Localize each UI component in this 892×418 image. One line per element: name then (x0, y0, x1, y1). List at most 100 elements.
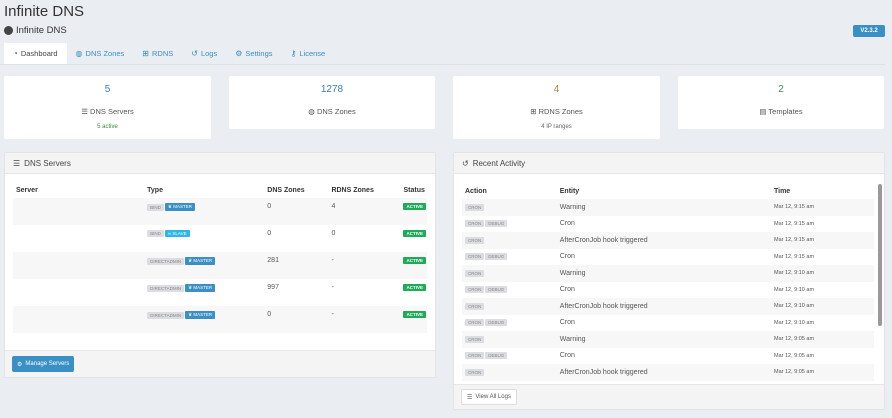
gear-icon: ⚙ (17, 361, 23, 368)
entity: Cron (559, 319, 575, 327)
tab-label: Settings (245, 49, 273, 58)
type-badge: DIRECTADMIN (147, 257, 185, 265)
sitemap-icon: ⊞ (530, 107, 537, 116)
table-row: DIRECTADMIN ♛ MASTER 0- ACTIVE (13, 306, 427, 333)
nav-tabs: ◔ Dashboard ◍ DNS Zones ⊞ RDNS ↺ Logs ⚙ Settings ⚷… (0, 43, 885, 65)
column-header: DNS Zones (267, 186, 305, 194)
list-icon: ☰ (467, 394, 473, 401)
time: Mar 12, 9:05 am (773, 352, 815, 359)
tab-logs[interactable]: ↺ Logs (182, 43, 226, 64)
gear-icon: ⚙ (235, 49, 243, 58)
action-tag: CRON (465, 335, 485, 343)
stat-card: 1278 ◍ DNS Zones (229, 76, 435, 129)
server-name[interactable] (13, 225, 144, 252)
panel-title: Recent Activity (472, 158, 526, 168)
version-badge: V2.3.2 (853, 25, 885, 37)
sitemap-icon: ⊞ (142, 49, 149, 58)
tab-dns-zones[interactable]: ◍ DNS Zones (67, 43, 134, 64)
status: ACTIVE (400, 198, 427, 225)
time: Mar 12, 9:10 am (773, 303, 815, 310)
view-all-logs-button[interactable]: ☰ View All Logs (461, 389, 517, 405)
activity-scroll-area[interactable]: Action Entity Time CRON Warning Mar 12, 9:15… (454, 175, 884, 386)
app-title: Infinite DNS (4, 3, 85, 20)
time: Mar 12, 9:15 am (773, 204, 815, 211)
table-row: BIND ∞ SLAVE 0 0 ACTIVE (13, 225, 427, 252)
panel-header: ↺ Recent Activity (454, 153, 884, 174)
column-header: Entity (559, 187, 580, 195)
entity: AfterCronJob hook triggered (559, 302, 648, 310)
table-row: CRON Warning Mar 12, 9:05 am (462, 331, 874, 348)
server-name[interactable] (13, 252, 144, 279)
server-name[interactable] (13, 198, 144, 225)
tab-dashboard[interactable]: ◔ Dashboard (4, 43, 67, 64)
status: ACTIVE (400, 252, 427, 279)
action-tag: DEBUG (485, 352, 508, 360)
column-header: Time (773, 187, 791, 195)
column-header: Action (465, 187, 487, 195)
action: CRON (462, 199, 557, 216)
tab-label: DNS Zones (85, 49, 125, 58)
tab-settings[interactable]: ⚙ Settings (226, 43, 281, 64)
dns-zones-count: 0 (267, 203, 272, 210)
action: CRON (462, 265, 557, 282)
dns-zones-count: 281 (267, 257, 279, 264)
role-badge: ♛ MASTER (185, 257, 216, 265)
scrollbar-thumb[interactable] (878, 184, 882, 326)
action-tag: CRON (465, 236, 485, 244)
column-header: Type (147, 186, 163, 194)
type-badge: BIND (147, 203, 164, 211)
action-tag: DEBUG (485, 319, 508, 327)
status-badge: ACTIVE (403, 311, 426, 318)
role-text: MASTER (193, 258, 213, 263)
table-row: CRON AfterCronJob hook triggered Mar 12, 9… (462, 298, 874, 315)
key-icon: ⚷ (290, 49, 297, 58)
entity: Warning (559, 335, 586, 343)
time: Mar 12, 9:10 am (773, 270, 815, 277)
status: ACTIVE (400, 279, 427, 306)
action-tag: CRON (465, 352, 485, 360)
column-header: RDNS Zones (331, 186, 374, 194)
tab-rdns[interactable]: ⊞ RDNS (133, 43, 182, 64)
entity: Cron (559, 286, 575, 294)
tab-license[interactable]: ⚷ License (282, 43, 335, 64)
action: CRON (462, 364, 557, 381)
server-name[interactable] (13, 306, 144, 333)
table-row: CRON Warning Mar 12, 9:15 am (462, 199, 874, 216)
table-row: CRON AfterCronJob hook triggered Mar 12, 9… (462, 364, 874, 381)
stat-card: 5 ☰ DNS Servers 5 active (4, 76, 211, 139)
stat-value: 5 (104, 84, 111, 95)
server-name[interactable] (13, 279, 144, 306)
server-type: BIND ♛ MASTER (144, 198, 264, 225)
rdns-zones-count: - (331, 311, 334, 318)
dns-servers-panel: ☰ DNS Servers Server Type DNS Zones RDNS Zon… (4, 152, 436, 378)
stat-label: ☰ DNS Servers (4, 107, 211, 116)
file-icon: ▤ (759, 107, 767, 116)
activity-table: Action Entity Time CRON Warning Mar 12, 9:15… (462, 183, 874, 386)
type-badge: BIND (147, 230, 164, 237)
type-badge: DIRECTADMIN (147, 284, 185, 292)
table-row: DIRECTADMIN ♛ MASTER 281- ACTIVE (13, 252, 427, 279)
subtitle-text: Infinite DNS (16, 25, 67, 36)
manage-servers-button[interactable]: ⚙ Manage Servers (12, 356, 75, 372)
action-tag: CRON (465, 253, 485, 261)
stat-label-text: RDNS Zones (538, 107, 583, 116)
time: Mar 12, 9:15 am (773, 253, 815, 260)
crown-icon: ♛ (188, 312, 193, 317)
role-badge: ♛ MASTER (185, 284, 216, 292)
time: Mar 12, 9:10 am (773, 319, 815, 326)
server-type: DIRECTADMIN ♛ MASTER (144, 306, 264, 333)
column-header: Server (16, 186, 38, 194)
entity: Cron (559, 220, 575, 228)
action-tag: DEBUG (485, 253, 508, 261)
stat-label: ⊞ RDNS Zones (453, 107, 660, 116)
status: ACTIVE (400, 306, 427, 333)
panel-header: ☰ DNS Servers (5, 153, 435, 174)
action: CRON (462, 298, 557, 315)
dashboard-icon: ◔ (13, 49, 18, 58)
entity: Warning (559, 269, 586, 277)
history-icon: ↺ (462, 158, 469, 168)
